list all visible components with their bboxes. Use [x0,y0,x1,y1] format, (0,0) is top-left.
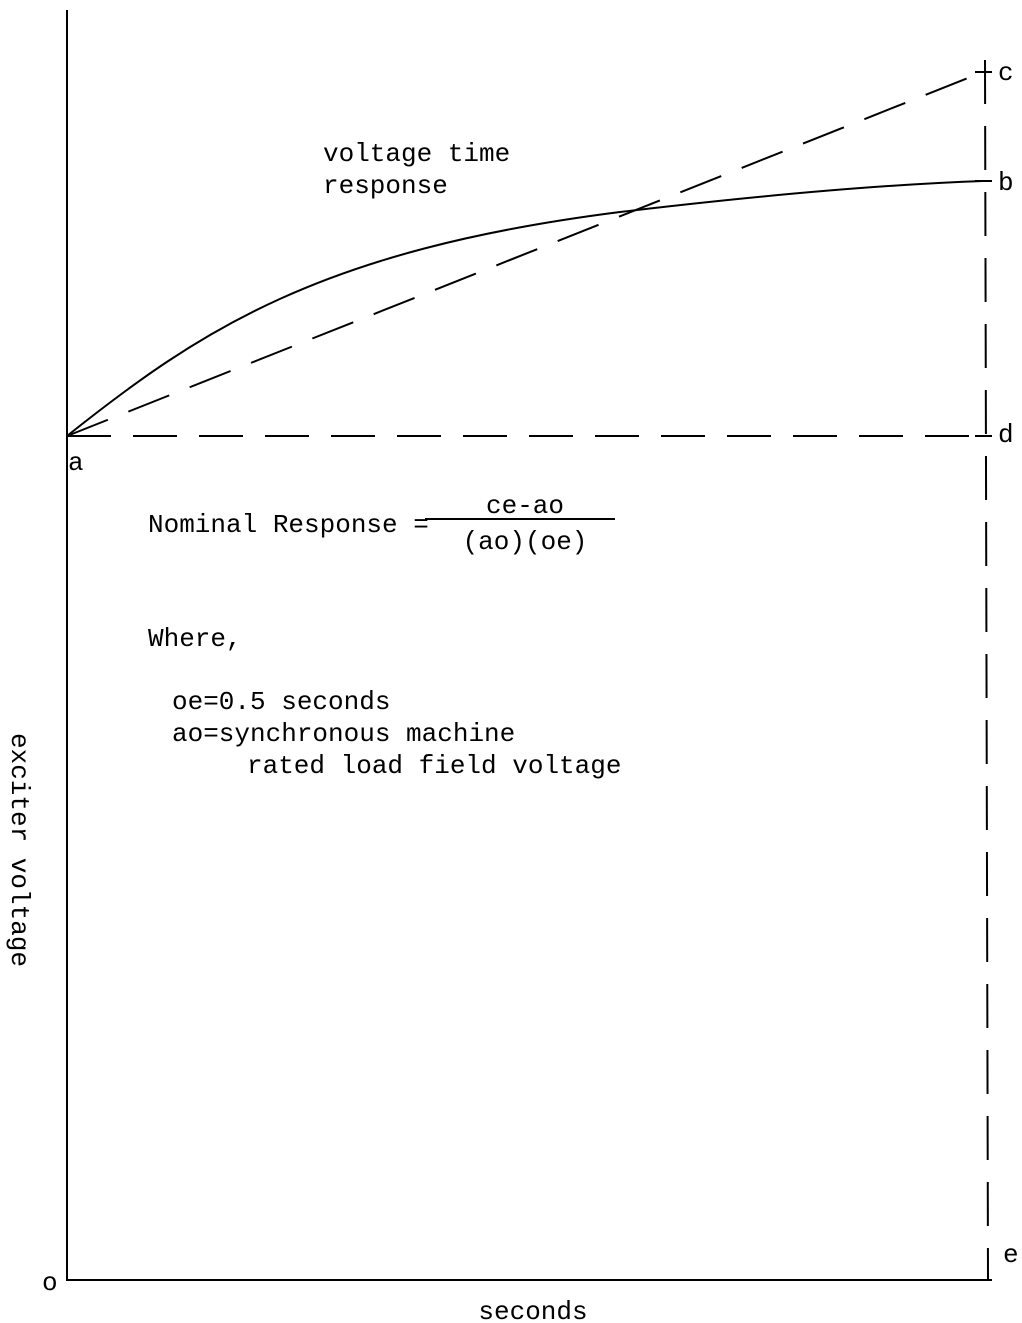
voltage-response-curve [66,180,984,437]
formula-lhs: Nominal Response = [148,510,429,540]
where-heading: Where, [148,624,242,654]
label-b: b [998,168,1014,198]
label-a: a [68,448,84,478]
curve-label: voltage time [323,139,510,169]
formula-denominator: (ao)(oe) [463,527,588,557]
y-axis-label: exciter voltage [4,733,34,967]
formula-numerator: ce-ao [486,491,564,521]
where-line: rated load field voltage [247,751,621,781]
nominal-response-line [66,71,984,437]
label-c: c [998,58,1014,88]
vertical-dashed-line [984,59,989,1281]
curve-label: response [323,171,448,201]
label-o: o [42,1268,58,1298]
label-d: d [998,420,1014,450]
where-line: ao=synchronous machine [172,719,515,749]
where-line: oe=0.5 seconds [172,687,390,717]
x-axis-label: seconds [478,1297,587,1323]
label-e: e [1003,1240,1019,1270]
